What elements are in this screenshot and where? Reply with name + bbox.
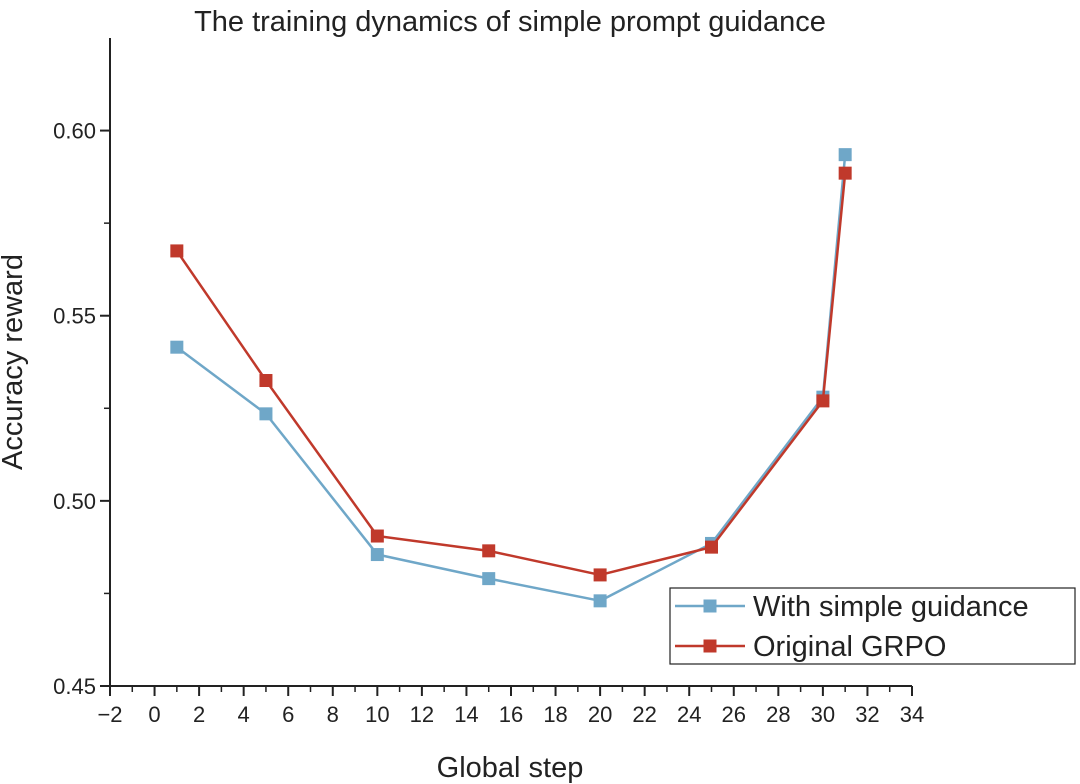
data-point — [370, 529, 384, 543]
data-point — [370, 548, 384, 562]
data-point — [816, 394, 830, 408]
legend-label: Original GRPO — [753, 631, 946, 663]
x-axis-title: Global step — [437, 752, 584, 784]
y-tick-label: 0.45 — [53, 674, 96, 699]
x-tick-label: 20 — [588, 702, 612, 727]
data-point — [482, 544, 496, 558]
y-tick-label: 0.60 — [53, 119, 96, 144]
series-line — [175, 173, 847, 577]
x-tick-label: 4 — [238, 702, 250, 727]
x-ticks: −2 0 2 4 6 8 10 12 14 16 18 20 22 24 26 28 30 32 34 — [97, 686, 924, 727]
x-tick-label: 32 — [855, 702, 879, 727]
x-tick-label: 2 — [193, 702, 205, 727]
x-tick-label: 24 — [677, 702, 701, 727]
series-layer — [170, 148, 852, 608]
data-point — [259, 374, 273, 388]
chart-title: The training dynamics of simple prompt g… — [194, 6, 826, 38]
y-tick-label: 0.55 — [53, 304, 96, 329]
x-tick-label: 34 — [900, 702, 924, 727]
legend-marker — [703, 639, 717, 653]
x-tick-label: 30 — [811, 702, 835, 727]
x-tick-label: 14 — [454, 702, 478, 727]
legend-marker — [703, 599, 717, 613]
x-tick-label: 22 — [632, 702, 656, 727]
data-point — [259, 407, 273, 421]
x-tick-label: 16 — [499, 702, 523, 727]
x-tick-label: 18 — [543, 702, 567, 727]
data-point — [482, 572, 496, 586]
data-point — [838, 166, 852, 180]
legend-entry: Original GRPO — [675, 631, 946, 663]
data-point — [170, 244, 184, 258]
legend-box — [669, 587, 1076, 665]
data-point — [593, 594, 607, 608]
legend-entry: With simple guidance — [675, 591, 1029, 623]
x-tick-label: 0 — [148, 702, 160, 727]
y-tick-label: 0.50 — [53, 489, 96, 514]
data-point — [593, 568, 607, 582]
legend-label: With simple guidance — [753, 591, 1029, 623]
series-line — [176, 154, 847, 603]
data-point — [705, 540, 718, 554]
data-point — [170, 340, 184, 354]
x-tick-label: −2 — [97, 702, 122, 727]
y-axis-title: Accuracy reward — [0, 254, 29, 470]
legend: With simple guidance Original GRPO — [669, 587, 1076, 665]
x-tick-label: 26 — [722, 702, 746, 727]
x-tick-label: 8 — [327, 702, 339, 727]
x-tick-label: 28 — [766, 702, 790, 727]
series-2 — [170, 166, 852, 582]
series-1 — [170, 148, 852, 608]
y-ticks: 0.45 0.50 0.55 0.60 — [53, 119, 110, 699]
x-tick-label: 10 — [365, 702, 389, 727]
x-tick-label: 12 — [410, 702, 434, 727]
data-point — [838, 148, 852, 162]
x-tick-label: 6 — [282, 702, 294, 727]
